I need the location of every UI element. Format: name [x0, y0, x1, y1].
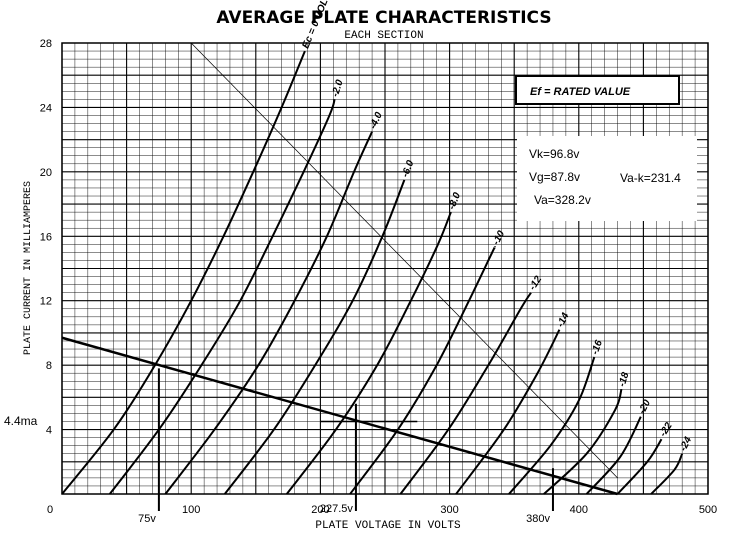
- legend-box: Ef = RATED VALUE: [515, 75, 680, 105]
- curve-series-3: [224, 179, 406, 495]
- x-axis-label: PLATE VOLTAGE IN VOLTS: [315, 520, 461, 532]
- curve-series-1: [109, 99, 336, 495]
- curve-series-5: [349, 245, 496, 495]
- annotation-vak: Va-k=231.4: [620, 171, 681, 185]
- chart-title: AVERAGE PLATE CHARACTERISTICS: [216, 8, 551, 28]
- dissipation-guide: [190, 42, 618, 479]
- curve-series-4: [286, 211, 452, 495]
- curve-series-2: [164, 131, 374, 495]
- curve-label-2: -4.0: [368, 110, 385, 131]
- annotation-vg: Vg=87.8v: [529, 170, 580, 184]
- y-tick-label: 28: [40, 38, 52, 50]
- load-line-overlay: 4.4ma 75v 227.5v 380v: [4, 336, 618, 525]
- annotation-va: Va=328.2v: [534, 193, 591, 207]
- marker-label-0: 75v: [138, 513, 156, 525]
- y-tick-label: 20: [40, 167, 52, 179]
- curve-series-6: [399, 292, 532, 495]
- curve-label-4: -8.0: [446, 191, 463, 211]
- x-tick-label: 0: [47, 504, 53, 516]
- curve-series-7: [455, 329, 561, 495]
- x-tick-label: 400: [570, 504, 588, 516]
- curve-series-11: [616, 438, 663, 495]
- y-tick-label: 8: [46, 360, 52, 372]
- curve-series-8: [508, 356, 596, 495]
- grid-voltage-curves: Ec = 0 VOLTS-2.0-4.0-6.0-8.0-10-12-14-16…: [61, 0, 694, 495]
- marker-label-2: 380v: [526, 513, 550, 525]
- annotation-vk: Vk=96.8v: [529, 147, 579, 161]
- x-tick-label: 500: [699, 504, 717, 516]
- curve-label-8: -16: [590, 338, 605, 356]
- chart-subtitle: EACH SECTION: [344, 30, 423, 42]
- y-tick-label: 16: [40, 231, 52, 243]
- curve-label-9: -18: [617, 371, 632, 388]
- y-axis-label: PLATE CURRENT IN MILLIAMPERES: [23, 181, 34, 355]
- x-tick-label: 100: [182, 504, 200, 516]
- x-tick-label: 300: [440, 504, 458, 516]
- curve-series-0: [61, 50, 306, 495]
- plot-frame: [61, 42, 709, 495]
- curve-label-3: -6.0: [400, 159, 417, 179]
- curve-label-1: -2.0: [330, 78, 346, 98]
- curve-series-12: [650, 453, 684, 495]
- marker-label-1: 227.5v: [320, 503, 354, 515]
- y-tick-label: 4: [46, 425, 52, 437]
- axes: 0 100 200 300 400 500 4 8 12 16 20 24 28: [40, 38, 717, 516]
- x-tick-label: 200: [311, 504, 329, 516]
- q-point-label: 4.4ma: [4, 414, 38, 428]
- load-line: [61, 336, 618, 496]
- y-tick-label: 12: [40, 296, 52, 308]
- curve-series-10: [585, 416, 642, 495]
- curve-label-11: -22: [658, 420, 675, 438]
- curve-label-7: -14: [555, 311, 572, 329]
- y-tick-label: 24: [40, 102, 52, 114]
- curve-series-9: [543, 389, 623, 495]
- annotation-box: Vk=96.8v Vg=87.8v Va-k=231.4 Va=328.2v: [517, 136, 697, 221]
- legend-box-text: Ef = RATED VALUE: [530, 86, 631, 98]
